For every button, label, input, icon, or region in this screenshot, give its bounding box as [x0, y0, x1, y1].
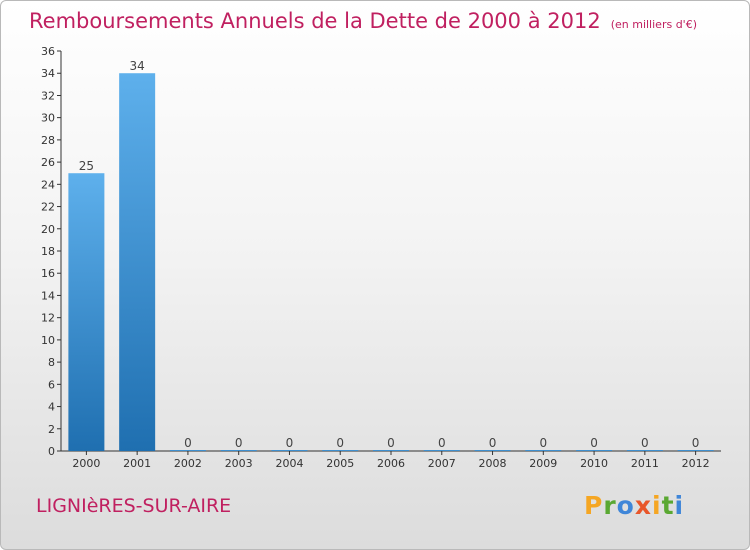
logo-letter: o [616, 491, 635, 520]
x-tick-label-2002: 2002 [174, 457, 202, 470]
y-tick-label: 36 [41, 45, 55, 58]
data-label-2011: 0 [641, 436, 649, 450]
y-tick-label: 34 [41, 67, 55, 80]
data-label-2004: 0 [286, 436, 294, 450]
y-tick-label: 2 [48, 423, 55, 436]
x-tick-label-2001: 2001 [123, 457, 151, 470]
logo-letter: r [603, 491, 617, 520]
y-tick-label: 28 [41, 134, 55, 147]
logo-letter: i [652, 491, 662, 520]
bar-2012 [677, 450, 714, 451]
bar-2004 [271, 450, 308, 451]
data-label-2012: 0 [692, 436, 700, 450]
data-label-2008: 0 [489, 436, 497, 450]
data-label-2010: 0 [590, 436, 598, 450]
y-tick-label: 6 [48, 378, 55, 391]
x-tick-label-2012: 2012 [682, 457, 710, 470]
x-tick-label-2008: 2008 [479, 457, 507, 470]
bar-2009 [525, 450, 562, 451]
data-label-2000: 25 [79, 159, 94, 173]
bar-2003 [220, 450, 257, 451]
y-tick-label: 22 [41, 201, 55, 214]
chart-title-row: Remboursements Annuels de la Dette de 20… [29, 9, 697, 33]
bar-2007 [423, 450, 460, 451]
bar-2006 [373, 450, 409, 451]
chart-unit: (en milliers d'€) [610, 18, 697, 31]
logo-letter: x [634, 491, 652, 520]
bar-2008 [474, 450, 511, 451]
proxiti-logo: Proxiti [584, 491, 684, 520]
y-tick-label: 14 [41, 289, 55, 302]
y-tick-label: 4 [48, 401, 55, 414]
logo-letter: i [674, 491, 685, 520]
data-label-2005: 0 [336, 436, 344, 450]
y-tick-label: 18 [41, 245, 55, 258]
y-tick-label: 32 [41, 89, 55, 102]
commune-name: LIGNIèRES-SUR-AIRE [36, 495, 232, 517]
data-label-2007: 0 [438, 436, 446, 450]
data-label-2006: 0 [387, 436, 395, 450]
y-tick-label: 10 [41, 334, 55, 347]
bar-2000 [68, 173, 105, 451]
y-tick-label: 16 [41, 267, 55, 280]
x-tick-label-2000: 2000 [72, 457, 100, 470]
y-tick-label: 26 [41, 156, 55, 169]
y-tick-label: 8 [48, 356, 55, 369]
x-tick-label-2004: 2004 [275, 457, 303, 470]
logo-letter: P [584, 491, 604, 520]
y-tick-label: 30 [41, 112, 55, 125]
logo-letter: t [661, 491, 675, 520]
bar-2005 [322, 450, 359, 451]
data-label-2002: 0 [184, 436, 192, 450]
x-tick-label-2009: 2009 [529, 457, 557, 470]
x-tick-label-2005: 2005 [326, 457, 354, 470]
x-tick-label-2006: 2006 [377, 457, 405, 470]
data-label-2003: 0 [235, 436, 243, 450]
y-tick-label: 24 [41, 178, 55, 191]
x-tick-label-2010: 2010 [580, 457, 608, 470]
data-label-2001: 34 [130, 59, 145, 73]
x-tick-label-2007: 2007 [428, 457, 456, 470]
bar-2001 [119, 73, 156, 451]
y-tick-label: 12 [41, 312, 55, 325]
x-tick-label-2003: 2003 [225, 457, 253, 470]
y-tick-label: 0 [48, 445, 55, 458]
bar-2002 [169, 450, 206, 451]
bar-2011 [626, 450, 663, 451]
bar-2010 [576, 450, 613, 451]
x-tick-label-2011: 2011 [631, 457, 659, 470]
y-tick-label: 20 [41, 223, 55, 236]
chart-title: Remboursements Annuels de la Dette de 20… [29, 9, 601, 33]
data-label-2009: 0 [539, 436, 547, 450]
